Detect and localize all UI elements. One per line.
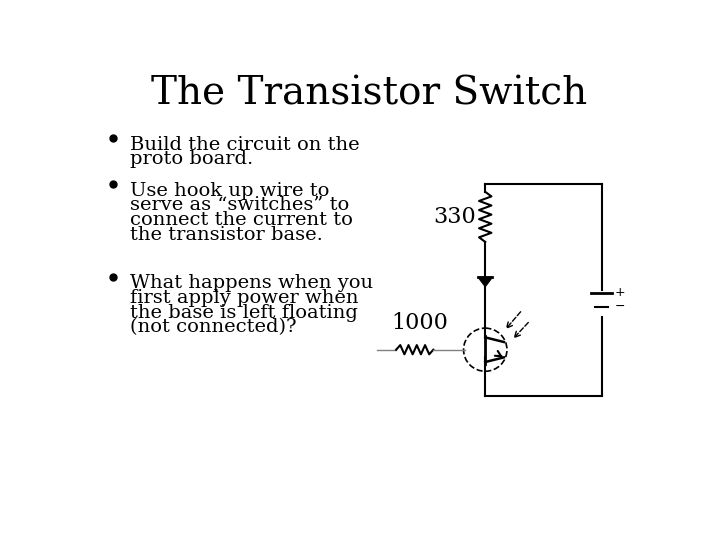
Text: 330: 330 bbox=[433, 206, 476, 228]
Text: proto board.: proto board. bbox=[130, 150, 253, 168]
Text: first apply power when: first apply power when bbox=[130, 289, 359, 307]
Text: the transistor base.: the transistor base. bbox=[130, 226, 323, 244]
Text: Use hook up wire to: Use hook up wire to bbox=[130, 182, 330, 200]
Text: (not connected)?: (not connected)? bbox=[130, 318, 297, 336]
Text: −: − bbox=[615, 300, 625, 313]
Text: serve as “switches” to: serve as “switches” to bbox=[130, 197, 349, 214]
Text: The Transistor Switch: The Transistor Switch bbox=[151, 76, 587, 112]
Text: Build the circuit on the: Build the circuit on the bbox=[130, 136, 360, 154]
Text: the base is left floating: the base is left floating bbox=[130, 303, 358, 321]
Text: +: + bbox=[615, 286, 625, 299]
Text: What happens when you: What happens when you bbox=[130, 274, 374, 292]
Text: connect the current to: connect the current to bbox=[130, 211, 354, 229]
Text: 1000: 1000 bbox=[392, 312, 449, 334]
Polygon shape bbox=[478, 278, 492, 287]
